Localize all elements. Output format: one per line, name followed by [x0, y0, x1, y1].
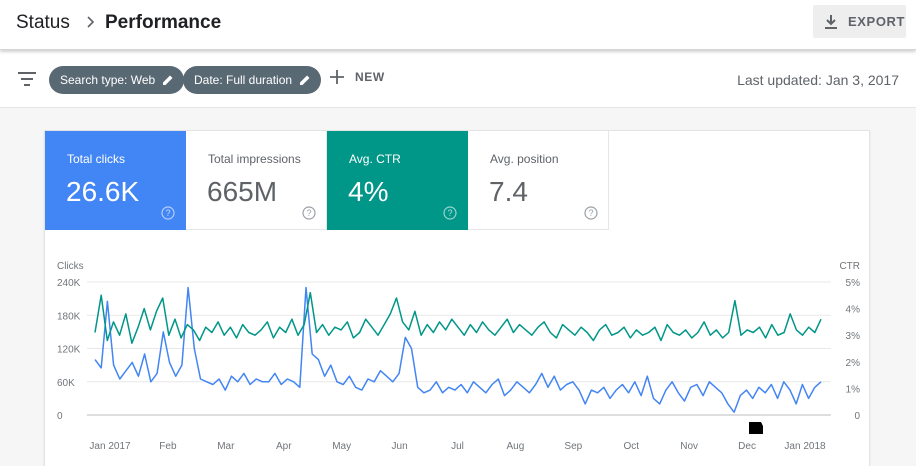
metric-total-clicks[interactable]: Total clicks 26.6K ? — [45, 131, 186, 230]
new-filter-button[interactable]: NEW — [330, 70, 385, 84]
svg-text:?: ? — [447, 208, 452, 218]
x-tick-label: Mar — [217, 441, 235, 452]
metric-value: 26.6K — [66, 176, 140, 207]
download-icon — [825, 14, 837, 29]
x-tick-label: Jan 2018 — [784, 441, 826, 452]
main-content: Total clicks 26.6K ? Total impressions 6… — [0, 108, 916, 466]
left-tick-label: 240K — [57, 278, 81, 289]
x-tick-label: Jan 2017 — [89, 441, 131, 452]
x-tick-label: Apr — [276, 441, 292, 452]
svg-text:?: ? — [165, 208, 170, 218]
clicks-series-line — [94, 286, 822, 413]
metric-label: Total clicks — [67, 152, 126, 166]
breadcrumb-status[interactable]: Status — [16, 12, 70, 33]
left-tick-label: 0 — [57, 411, 63, 422]
help-icon[interactable]: ? — [161, 206, 175, 220]
help-icon[interactable]: ? — [302, 206, 316, 220]
ctr-series-line — [94, 291, 822, 344]
annotation-flag-icon[interactable] — [749, 422, 763, 434]
filter-icon[interactable] — [18, 72, 36, 86]
last-updated-text: Last updated: Jan 3, 2017 — [737, 72, 899, 88]
metric-label: Total impressions — [208, 152, 301, 166]
right-tick-label: 1% — [846, 384, 861, 395]
performance-card: Total clicks 26.6K ? Total impressions 6… — [44, 130, 870, 466]
metric-avg-ctr[interactable]: Avg. CTR 4% ? — [327, 131, 468, 230]
right-axis-title: CTR — [839, 261, 860, 272]
left-axis-title: Clicks — [57, 261, 84, 272]
x-tick-label: Aug — [507, 441, 525, 452]
metric-label: Avg. position — [490, 152, 559, 166]
x-tick-label: Dec — [738, 441, 756, 452]
export-label: EXPORT — [848, 14, 906, 29]
metric-value: 4% — [348, 176, 389, 207]
metric-value: 665M — [207, 176, 278, 207]
right-tick-label: 5% — [846, 278, 861, 289]
x-tick-label: Oct — [623, 441, 639, 452]
search-type-chip[interactable]: Search type: Web — [49, 66, 185, 94]
right-tick-label: 0 — [854, 411, 860, 422]
date-chip[interactable]: Date: Full duration — [183, 66, 322, 94]
x-tick-label: Feb — [159, 441, 177, 452]
date-chip-label: Date: Full duration — [194, 73, 293, 87]
x-tick-label: Nov — [680, 441, 698, 452]
new-filter-label: NEW — [355, 70, 385, 84]
performance-chart[interactable]: Clicks CTR 0 60K 120K 180K 240K 0 1% 2% 3% 4% 5% Jan … — [45, 230, 871, 466]
x-tick-label: Jul — [451, 441, 464, 452]
app-header: Status Performance EXPORT — [0, 0, 916, 50]
metric-total-impressions[interactable]: Total impressions 665M ? — [186, 131, 327, 230]
x-tick-label: Jun — [392, 441, 408, 452]
left-tick-label: 120K — [57, 345, 81, 356]
left-tick-label: 180K — [57, 311, 81, 322]
help-icon[interactable]: ? — [584, 206, 598, 220]
help-icon[interactable]: ? — [443, 206, 457, 220]
search-type-chip-label: Search type: Web — [60, 73, 156, 87]
pencil-icon — [300, 75, 310, 85]
page-title: Performance — [105, 12, 222, 33]
x-tick-label: May — [332, 441, 351, 452]
metric-avg-position[interactable]: Avg. position 7.4 ? — [468, 131, 609, 230]
metric-value: 7.4 — [489, 176, 528, 207]
right-tick-label: 3% — [846, 331, 861, 342]
svg-text:?: ? — [306, 208, 311, 218]
filter-bar: Search type: Web Date: Full duration NEW… — [0, 51, 916, 108]
x-tick-label: Sep — [564, 441, 582, 452]
svg-text:?: ? — [588, 208, 593, 218]
left-tick-label: 60K — [57, 378, 75, 389]
right-tick-label: 4% — [846, 305, 861, 316]
pencil-icon — [163, 75, 173, 85]
export-button[interactable]: EXPORT — [813, 5, 906, 38]
metric-label: Avg. CTR — [349, 152, 401, 166]
chevron-right-icon — [87, 16, 95, 28]
right-tick-label: 2% — [846, 358, 861, 369]
plus-icon — [330, 70, 344, 84]
